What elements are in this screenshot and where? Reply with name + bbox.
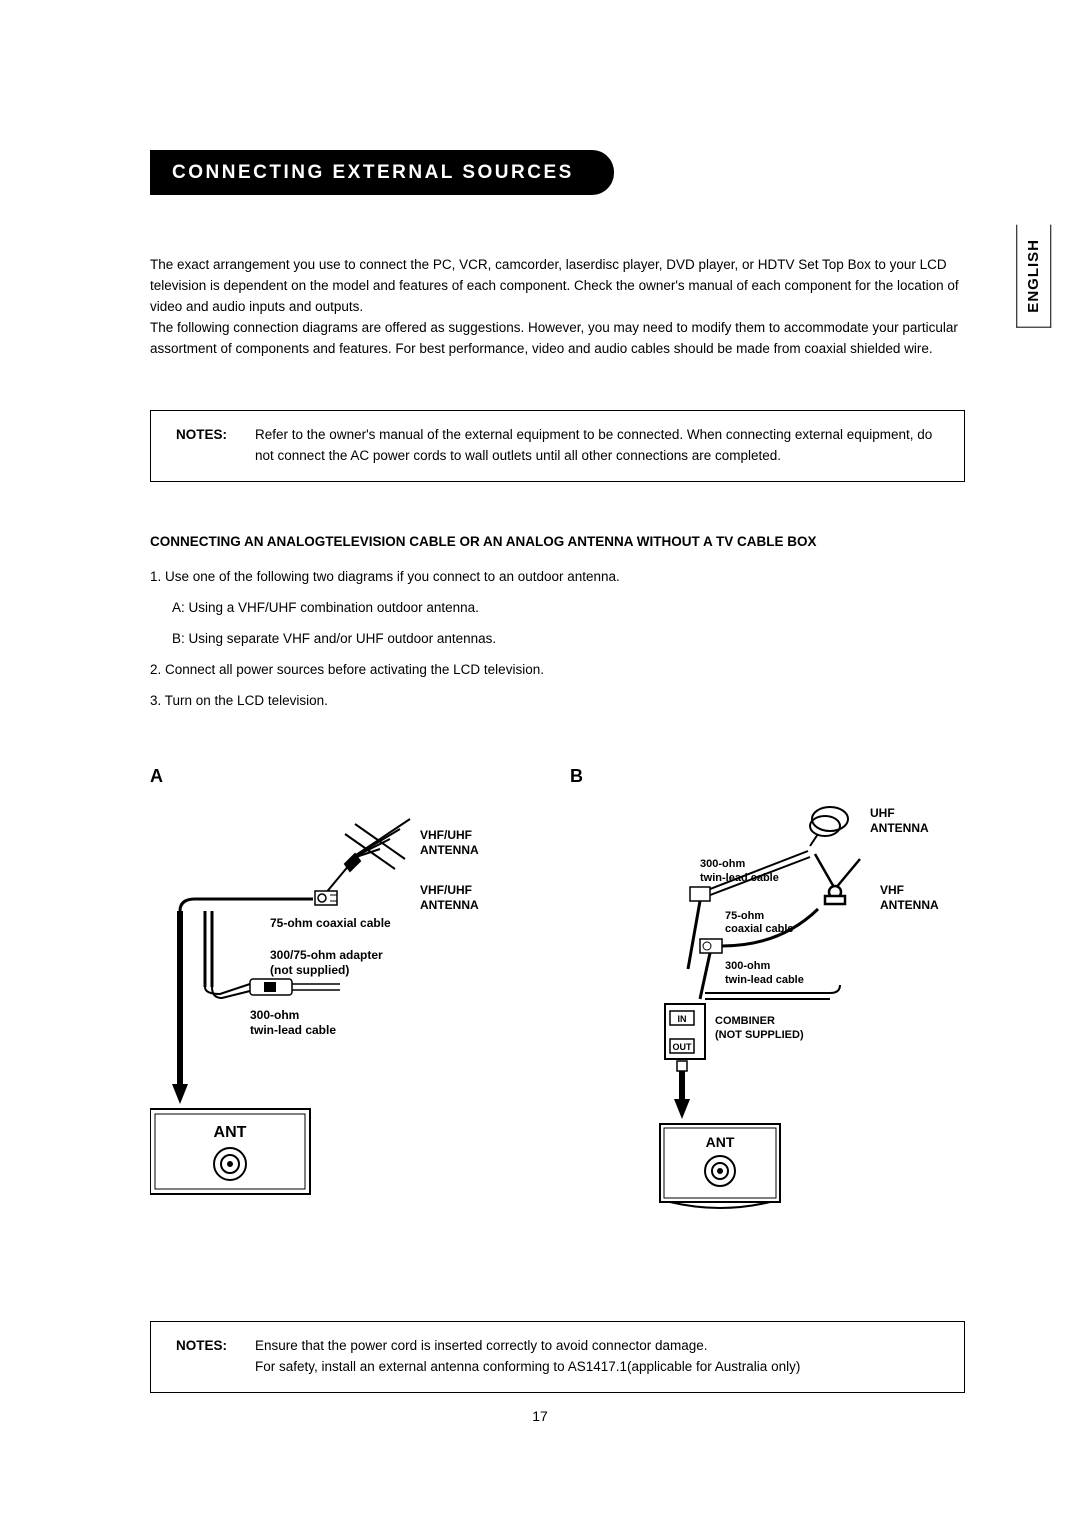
diagrams-row: A VHF/UHF ANTENNA VHF/UHF xyxy=(150,763,965,1226)
svg-text:ANT: ANT xyxy=(706,1134,735,1150)
svg-text:ANTENNA: ANTENNA xyxy=(420,843,479,857)
svg-text:ANTENNA: ANTENNA xyxy=(870,821,929,835)
diagram-a: A VHF/UHF ANTENNA VHF/UHF xyxy=(150,763,510,1206)
svg-text:ANTENNA: ANTENNA xyxy=(880,898,939,912)
svg-text:300-ohm: 300-ohm xyxy=(700,858,745,870)
svg-text:IN: IN xyxy=(678,1014,687,1024)
svg-text:UHF: UHF xyxy=(870,806,895,820)
svg-text:ANTENNA: ANTENNA xyxy=(420,898,479,912)
sub-heading: CONNECTING AN ANALOGTELEVISION CABLE OR … xyxy=(150,532,965,553)
intro-block: The exact arrangement you use to connect… xyxy=(150,255,965,360)
list-item: 1. Use one of the following two diagrams… xyxy=(150,567,965,650)
svg-text:300/75-ohm adapter: 300/75-ohm adapter xyxy=(270,948,383,962)
notes-label: NOTES: xyxy=(176,425,227,467)
section-title: CONNECTING EXTERNAL SOURCES xyxy=(150,150,614,195)
notes-box-bottom: NOTES: Ensure that the power cord is ins… xyxy=(150,1321,965,1393)
diagram-b-label: B xyxy=(570,763,970,791)
language-tab: ENGLISH xyxy=(1016,225,1051,328)
notes-line1: Ensure that the power cord is inserted c… xyxy=(255,1336,800,1357)
svg-text:COMBINER: COMBINER xyxy=(715,1015,775,1027)
notes-label: NOTES: xyxy=(176,1336,227,1378)
svg-text:75-ohm coaxial cable: 75-ohm coaxial cable xyxy=(270,916,391,930)
svg-text:VHF/UHF: VHF/UHF xyxy=(420,883,472,897)
svg-text:twin-lead cable: twin-lead cable xyxy=(725,974,804,986)
notes-body: Refer to the owner's manual of the exter… xyxy=(255,425,946,467)
notes-box-top: NOTES: Refer to the owner's manual of th… xyxy=(150,410,965,482)
step-1b: B: Using separate VHF and/or UHF outdoor… xyxy=(172,629,965,650)
step-3: 3. Turn on the LCD television. xyxy=(150,691,965,712)
svg-text:ANT: ANT xyxy=(214,1124,247,1141)
step-1: 1. Use one of the following two diagrams… xyxy=(150,569,620,584)
notes-text: Refer to the owner's manual of the exter… xyxy=(255,425,946,467)
svg-text:OUT: OUT xyxy=(673,1042,693,1052)
intro-p2: The following connection diagrams are of… xyxy=(150,318,965,360)
page-number: 17 xyxy=(532,1406,548,1428)
intro-p1: The exact arrangement you use to connect… xyxy=(150,255,965,318)
step-1a: A: Using a VHF/UHF combination outdoor a… xyxy=(172,598,965,619)
step-2: 2. Connect all power sources before acti… xyxy=(150,660,965,681)
svg-text:75-ohm: 75-ohm xyxy=(725,910,764,922)
svg-text:(not supplied): (not supplied) xyxy=(270,963,349,977)
svg-text:twin-lead cable: twin-lead cable xyxy=(250,1023,336,1037)
notes-line2: For safety, install an external antenna … xyxy=(255,1357,800,1378)
svg-text:VHF/UHF: VHF/UHF xyxy=(420,828,472,842)
svg-text:(NOT SUPPLIED): (NOT SUPPLIED) xyxy=(715,1029,804,1041)
svg-text:300-ohm: 300-ohm xyxy=(725,960,770,972)
diagram-b: B UHF ANTENNA VHF ANTENNA 300-ohm twin-l… xyxy=(570,763,970,1226)
notes-body: Ensure that the power cord is inserted c… xyxy=(255,1336,800,1378)
diagram-a-label: A xyxy=(150,763,510,791)
diagram-b-svg: UHF ANTENNA VHF ANTENNA 300-ohm twin-lea… xyxy=(570,799,970,1219)
svg-text:VHF: VHF xyxy=(880,883,904,897)
svg-text:300-ohm: 300-ohm xyxy=(250,1008,299,1022)
procedure-list: 1. Use one of the following two diagrams… xyxy=(150,567,965,712)
diagram-a-svg: VHF/UHF ANTENNA VHF/UHF ANTENNA 75-ohm c… xyxy=(150,799,510,1199)
